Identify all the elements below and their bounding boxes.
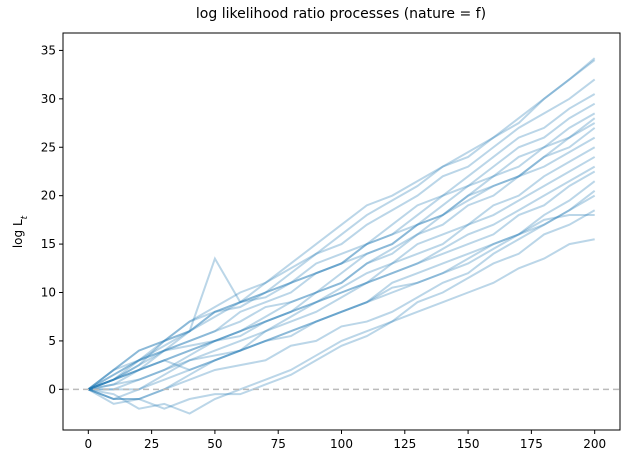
- series-line: [87, 146, 596, 401]
- x-tick-label: 125: [393, 437, 416, 451]
- series-line: [88, 190, 596, 391]
- series-line: [87, 214, 595, 391]
- y-tick-label: 15: [41, 237, 56, 251]
- series-line: [88, 112, 596, 391]
- series-line: [87, 156, 596, 391]
- x-tick-label: 150: [457, 437, 480, 451]
- y-tick-label: 10: [41, 286, 56, 300]
- y-tick-label: 35: [41, 43, 56, 57]
- series-line: [87, 136, 596, 391]
- series-line: [87, 78, 596, 391]
- y-tick-label: 30: [41, 92, 56, 106]
- series-line: [87, 194, 596, 405]
- series-line: [88, 209, 596, 415]
- series-line: [87, 127, 596, 391]
- x-tick-label: 0: [84, 437, 92, 451]
- series-line: [88, 180, 596, 391]
- x-tick-label: 100: [330, 437, 353, 451]
- x-tick-label: 50: [207, 437, 222, 451]
- series-line: [88, 122, 596, 391]
- series-line: [87, 165, 596, 401]
- x-tick-label: 75: [271, 437, 286, 451]
- y-label-main: log L: [11, 219, 25, 248]
- y-axis-label: log Lt: [11, 215, 30, 248]
- plot-frame: [62, 32, 621, 431]
- y-tick-label: 0: [48, 382, 56, 396]
- series-line: [87, 57, 596, 391]
- series-line: [87, 238, 595, 410]
- y-tick-label: 25: [41, 140, 56, 154]
- y-tick-label: 20: [41, 189, 56, 203]
- series-line: [87, 102, 596, 391]
- series-line: [87, 117, 596, 391]
- series-line: [87, 59, 596, 391]
- x-tick-label: 25: [144, 437, 159, 451]
- series-line: [87, 93, 596, 391]
- y-tick-label: 5: [48, 334, 56, 348]
- chart-title: log likelihood ratio processes (nature =…: [196, 6, 486, 22]
- x-tick-label: 175: [520, 437, 543, 451]
- series-line: [87, 170, 596, 391]
- x-tick-label: 200: [583, 437, 606, 451]
- y-label-subscript: t: [20, 215, 30, 219]
